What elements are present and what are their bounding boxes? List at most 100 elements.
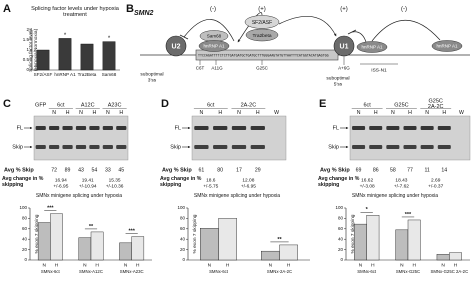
band-label: Skip	[170, 144, 181, 150]
x-tick-label: SMNx-6ct	[209, 269, 229, 274]
y-tick-label: 1	[26, 47, 29, 52]
factor-label: Tra2beta	[252, 33, 271, 39]
lane-group-label: A23C	[108, 102, 122, 108]
gel	[349, 115, 471, 161]
change-mean: 18.6	[206, 177, 216, 183]
y-tick-label: 20	[338, 247, 344, 252]
mutation-label: G25C	[256, 66, 269, 71]
activation-arc	[278, 16, 337, 37]
change-row-label-box: Avg change in % skipping	[318, 176, 359, 187]
significance: **	[89, 224, 94, 230]
gel-band	[420, 126, 434, 130]
skip-row-label: Avg % Skip	[4, 167, 34, 173]
change-mean: 16.62	[361, 177, 373, 183]
gel-band	[231, 126, 247, 130]
gel-band	[102, 126, 113, 130]
y-tick-label: 0.5	[23, 57, 30, 62]
y-tick-label: 1.5	[23, 37, 30, 42]
gel-band	[250, 126, 265, 130]
gel	[191, 115, 287, 161]
series-label: N	[400, 262, 404, 268]
x-tick-label: SF2/ASF	[34, 72, 53, 77]
factor-hnrnp-a1	[431, 40, 463, 52]
inhibition-arc	[183, 19, 235, 42]
mutation-label: A+6G	[338, 66, 350, 71]
y-tick-label: 20	[22, 247, 28, 252]
site-label: 5'ss	[334, 81, 343, 87]
gel-band	[369, 126, 383, 130]
bar	[50, 213, 63, 261]
chart-title-box: SMNx minigene splicing under hypoxia	[193, 193, 281, 200]
gel-band	[194, 126, 209, 130]
gel-band	[62, 126, 73, 130]
chart-title: SMNx minigene splicing under hypoxia	[193, 193, 281, 200]
x-tick-label: hnRNP A1	[54, 72, 76, 77]
series-label: H	[136, 262, 140, 268]
significance: *	[366, 207, 369, 213]
panel-label: C	[3, 98, 11, 110]
band-label: FL	[17, 125, 23, 131]
y-tick-label: 20	[180, 247, 186, 252]
skip-value: 61	[199, 167, 205, 173]
lane-label: H	[66, 110, 70, 116]
y-tick-label: 40	[338, 236, 344, 241]
chart-title-box: SMNx minigene splicing under hypoxia	[352, 194, 438, 199]
x-tick-label: SMNx-6ct	[41, 269, 61, 274]
significance: *	[64, 33, 67, 39]
factor-label: Sam68	[207, 34, 222, 39]
gel	[33, 115, 129, 161]
lane-label: N	[391, 110, 395, 116]
lane-label: N	[79, 110, 83, 116]
inhibition-arc	[371, 19, 441, 42]
bar	[58, 38, 72, 71]
gel-band	[352, 126, 366, 130]
y-tick-label: 80	[180, 216, 186, 221]
inhibition-bar	[179, 34, 189, 40]
gel-band	[62, 145, 73, 149]
bar	[119, 242, 132, 261]
x-tick-label: SMNx-A23C	[120, 269, 144, 274]
bar	[395, 229, 409, 261]
gel-band	[437, 126, 451, 130]
band-label: Skip	[328, 144, 339, 150]
y-tick-label: 100	[335, 205, 343, 210]
gel-band	[116, 145, 127, 149]
change-row-label-box: Avg change in % skipping	[160, 176, 201, 187]
lane-label: H	[218, 110, 222, 116]
exon-sequence: TTCCAGATTTTCTCTTGATGATGCTGATGCTTTGGGAAGT…	[198, 53, 329, 57]
factor-label: hnRNP A1	[437, 44, 458, 49]
gel-band	[75, 145, 87, 149]
series-label: N	[83, 262, 87, 268]
lane-group-label: 6ct	[57, 102, 65, 108]
significance: *	[108, 36, 111, 42]
factor-hnrnp-a1	[356, 41, 388, 53]
bar	[407, 219, 421, 261]
series-label: H	[454, 262, 458, 268]
lane-group-label: 6ct	[207, 102, 215, 108]
chart-title: SMNx minigene splicing under hypoxia	[35, 193, 123, 200]
bar	[90, 231, 104, 261]
lane-group-label: 2A-2C	[241, 102, 257, 108]
skip-value: 17	[236, 167, 242, 173]
gel-band	[250, 145, 265, 149]
change-mean: 12.08	[242, 177, 254, 183]
chart-title: Splicing factor levels under hypoxia tre…	[31, 6, 119, 18]
factor-sf2-asf	[244, 15, 280, 29]
element-label: ISS-N1	[371, 67, 387, 73]
series-label: H	[287, 262, 291, 268]
site-label: suboptimal	[326, 75, 349, 81]
y-tick-label: 40	[22, 236, 28, 241]
gel-band	[75, 126, 87, 130]
y-tick-label: 100	[177, 205, 185, 210]
gel-band	[49, 145, 60, 149]
gel-band	[89, 126, 100, 130]
gene-name: SMN2	[134, 10, 154, 17]
y-tick-label: 0	[340, 257, 343, 262]
series-label: H	[371, 262, 375, 268]
bar	[131, 236, 145, 261]
lane-label: N	[237, 110, 241, 116]
lane-label: W	[459, 110, 464, 116]
gel-band	[369, 145, 383, 149]
skip-value: 58	[390, 167, 396, 173]
